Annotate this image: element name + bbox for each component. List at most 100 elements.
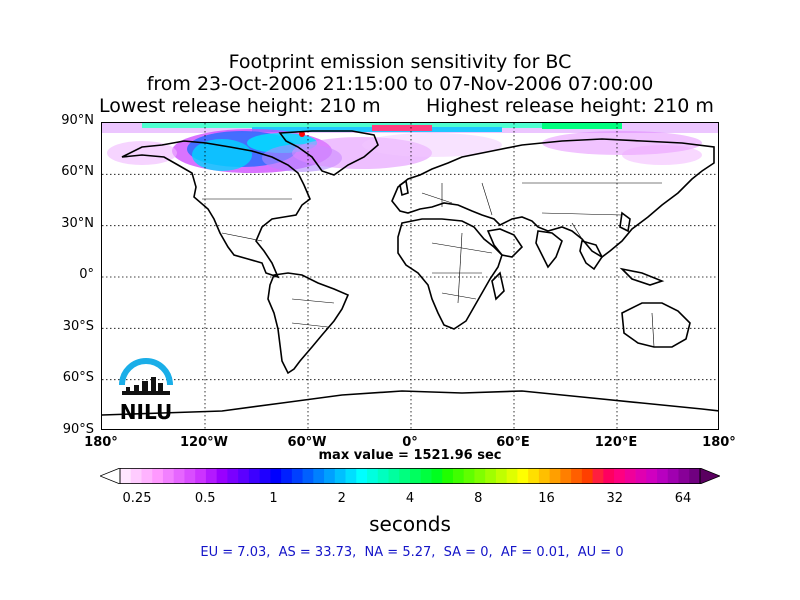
colorbar-cell [141, 468, 153, 484]
lon-label-180e: 180° [702, 435, 736, 450]
colorbar-cell [173, 468, 185, 484]
colorbar-cell [538, 468, 551, 484]
colorbar-cell [485, 468, 497, 484]
colorbar-cell [162, 468, 175, 484]
colorbar-tick: 1 [269, 491, 278, 506]
colorbar-tick: 32 [606, 491, 624, 506]
lat-label-60s: 60°S [62, 370, 94, 385]
colorbar-cell [474, 468, 486, 484]
colorbar-cell [431, 468, 443, 484]
logo-text: NILU [120, 400, 172, 423]
se-asia-outline [579, 239, 603, 271]
colorbar-cell [399, 468, 411, 484]
lowest-release-height: Lowest release height: 210 m [99, 95, 381, 117]
south-america-outline [267, 272, 350, 375]
lon-label-120e: 120°E [594, 435, 638, 450]
colorbar-cell [571, 468, 583, 484]
colorbar-tick: 64 [674, 491, 692, 506]
colorbar-cell [689, 468, 701, 484]
greenland-outline [278, 130, 379, 176]
colorbar-cell [581, 468, 593, 484]
coastlines [102, 130, 718, 416]
colorbar-cell [377, 468, 389, 484]
colorbar-cell [614, 468, 626, 484]
colorbar-cell [195, 468, 207, 484]
lon-label-0: 0° [402, 435, 418, 450]
map-panel [101, 122, 719, 430]
nilu-logo: NILU [116, 357, 176, 424]
lon-label-180w: 180° [84, 435, 118, 450]
colorbar-cell [152, 468, 164, 484]
colorbar-cell [238, 468, 250, 484]
lon-label-60w: 60°W [287, 435, 327, 450]
lat-label-60n: 60°N [61, 164, 94, 179]
colorbar-tick: 8 [474, 491, 483, 506]
region-statistics: EU = 7.03, AS = 33.73, NA = 5.27, SA = 0… [200, 545, 624, 560]
colorbar-cell [248, 468, 261, 484]
chart-title: Footprint emission sensitivity for BC [228, 51, 572, 73]
lat-label-90s: 90°S [62, 422, 94, 437]
lon-label-120w: 120°W [180, 435, 228, 450]
lat-label-0: 0° [79, 267, 94, 282]
colorbar-tick: 16 [538, 491, 555, 506]
colorbar-cell [367, 468, 379, 484]
lon-label-60e: 60°E [496, 435, 530, 450]
africa-outline [397, 218, 503, 330]
colorbar-cell [302, 468, 314, 484]
colorbar-cell [667, 468, 679, 484]
chart-subtitle-period: from 23-Oct-2006 21:15:00 to 07-Nov-2006… [146, 73, 654, 95]
colorbar-cell [259, 468, 271, 484]
colorbar-under-arrow [100, 468, 121, 484]
colorbar-cell [442, 468, 454, 484]
max-value-label: max value = 1521.96 sec [318, 448, 502, 463]
colorbar-cell [452, 468, 465, 484]
colorbar-cell [549, 468, 561, 484]
colorbar-cell [635, 468, 647, 484]
colorbar-cell [495, 468, 508, 484]
colorbar-cell [313, 468, 325, 484]
colorbar-cell [517, 468, 529, 484]
footprint-plume [102, 123, 718, 173]
lat-label-90n: 90°N [61, 113, 94, 128]
lat-label-30n: 30°N [61, 216, 94, 231]
colorbar-cell [646, 468, 658, 484]
colorbar-frame [119, 468, 701, 484]
world-map [102, 123, 718, 429]
colorbar-tick: 0.5 [194, 491, 216, 506]
colorbar-cell [120, 468, 132, 484]
colorbar-cell [560, 468, 572, 484]
colorbar-tick: 0.25 [122, 491, 152, 506]
colorbar-cell [603, 468, 615, 484]
australia-outline [621, 302, 691, 348]
colorbar-cell [624, 468, 636, 484]
colorbar [100, 468, 720, 484]
india-outline [535, 230, 563, 269]
colorbar-cell [463, 468, 475, 484]
colorbar-cell [130, 468, 142, 484]
colorbar-cell [657, 468, 669, 484]
country-borders [202, 182, 662, 348]
colorbar-over-arrow [699, 468, 720, 484]
colorbar-cell [216, 468, 228, 484]
colorbar-tick: 4 [405, 491, 415, 506]
colorbar-cell [270, 468, 282, 484]
colorbar-cell [184, 468, 196, 484]
colorbar-cell [324, 468, 336, 484]
colorbar-cell [592, 468, 604, 484]
colorbar-cell [410, 468, 422, 484]
colorbar-cell [356, 468, 368, 484]
colorbar-cell [334, 468, 346, 484]
lat-label-30s: 30°S [62, 319, 94, 334]
highest-release-height: Highest release height: 210 m [426, 95, 714, 117]
colorbar-cell [678, 468, 690, 484]
colorbar-cell [291, 468, 303, 484]
colorbar-cell [506, 468, 518, 484]
north-america-outline [121, 140, 311, 279]
colorbar-cell [281, 468, 293, 484]
colorbar-unit-label: seconds [369, 512, 451, 536]
colorbar-cell [388, 468, 400, 484]
eurasia-outline [391, 138, 715, 258]
colorbar-cell [205, 468, 218, 484]
colorbar-cell [345, 468, 357, 484]
colorbar-tick: 2 [337, 491, 346, 506]
